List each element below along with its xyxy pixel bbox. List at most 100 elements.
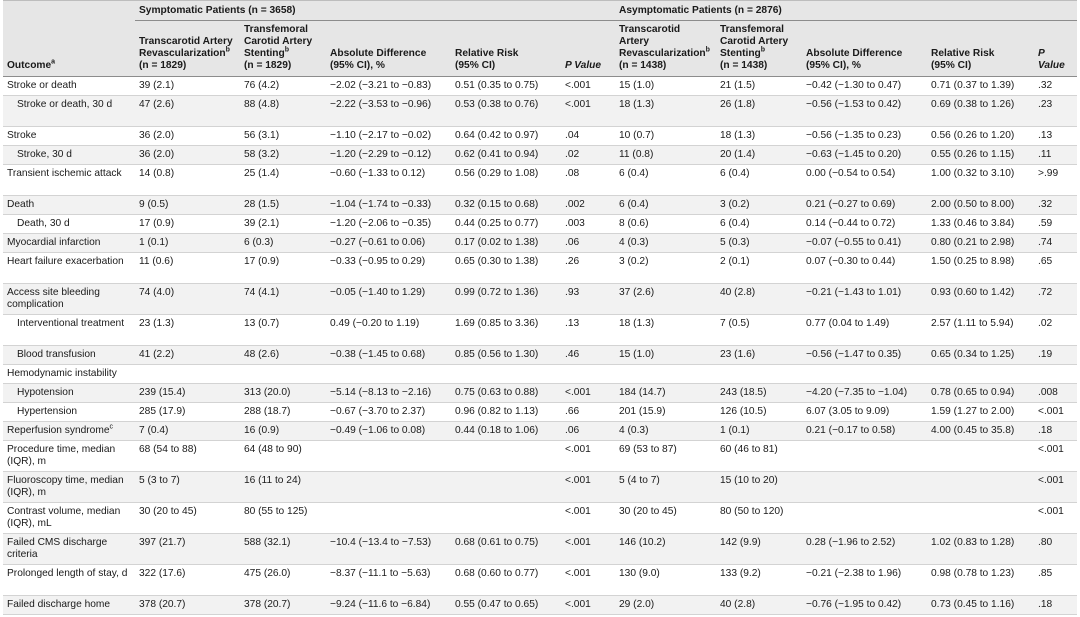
table-header: Symptomatic Patients (n = 3658) Asymptom… bbox=[3, 0, 1078, 77]
asym-abs-diff-cell: −0.63 (−1.45 to 0.20) bbox=[802, 145, 928, 165]
outcome-cell: Heart failure exacerbation bbox=[3, 252, 135, 284]
sym-abs-diff-cell: −10.4 (−13.4 to −7.53) bbox=[326, 533, 451, 565]
footnote-marker: b bbox=[225, 46, 230, 54]
sym-tcar-cell: 36 (2.0) bbox=[135, 126, 240, 146]
sym-p-value-cell: <.001 bbox=[561, 595, 612, 615]
sym-abs-diff-cell: −2.22 (−3.53 to −0.96) bbox=[326, 95, 451, 127]
asym-tfcas-cell: 126 (10.5) bbox=[716, 402, 803, 422]
asym-abs-diff-cell: −0.07 (−0.55 to 0.41) bbox=[802, 233, 928, 253]
footnote-marker: b bbox=[705, 46, 710, 54]
col-header-text: Transfemoral bbox=[244, 24, 308, 35]
asym-tcar-cell bbox=[611, 364, 717, 384]
sym-abs-diff-cell: −0.38 (−1.45 to 0.68) bbox=[326, 345, 451, 365]
outcome-cell: Stroke or death bbox=[3, 76, 135, 96]
sym-tfcas-cell: 288 (18.7) bbox=[240, 402, 326, 422]
asym-tfcas-cell: 5 (0.3) bbox=[716, 233, 803, 253]
asym-p-value-cell: >.99 bbox=[1034, 164, 1078, 196]
col-header-text: Revascularization bbox=[139, 48, 226, 59]
outcome-label: Stroke, 30 d bbox=[17, 149, 72, 160]
outcome-label: Procedure time, median (IQR), m bbox=[7, 444, 116, 467]
sym-tcar-cell: 41 (2.2) bbox=[135, 345, 240, 365]
sym-tcar-cell bbox=[135, 364, 240, 384]
table-body: Stroke or death 39 (2.1) 76 (4.2) −2.02 (−3… bbox=[3, 76, 1078, 615]
sym-tfcas-cell: 48 (2.6) bbox=[240, 345, 326, 365]
table-row: Blood transfusion 41 (2.2) 48 (2.6) −0.38 (… bbox=[3, 345, 1078, 365]
sym-p-value-cell: <.001 bbox=[561, 76, 612, 96]
asym-tfcas-cell: 7 (0.5) bbox=[716, 314, 803, 346]
col-header-text: Transcarotid Artery bbox=[619, 24, 681, 47]
sym-tcar-cell: 74 (4.0) bbox=[135, 283, 240, 315]
outcome-cell: Blood transfusion bbox=[3, 345, 135, 365]
col-header-text: Relative Risk bbox=[455, 48, 519, 59]
table-row: Stroke 36 (2.0) 56 (3.1) −1.10 (−2.17 to −0… bbox=[3, 126, 1078, 146]
col-header-text: (95% CI) bbox=[455, 60, 496, 71]
col-header-sym-p: P Value bbox=[561, 20, 612, 77]
table-row: Stroke, 30 d 36 (2.0) 58 (3.2) −1.20 (−2.29… bbox=[3, 145, 1078, 165]
asym-rr-cell: 0.55 (0.26 to 1.15) bbox=[927, 145, 1035, 165]
sym-tfcas-cell: 28 (1.5) bbox=[240, 195, 326, 215]
asym-rr-cell bbox=[927, 364, 1035, 384]
sym-abs-diff-cell bbox=[326, 471, 451, 503]
sym-rr-cell: 0.44 (0.18 to 1.06) bbox=[451, 421, 561, 441]
outcome-label: Access site bleeding complication bbox=[7, 287, 100, 310]
asym-p-value-cell: .23 bbox=[1034, 95, 1078, 127]
sym-p-value-cell: .06 bbox=[561, 233, 612, 253]
table-row: Myocardial infarction 1 (0.1) 6 (0.3) −0.27… bbox=[3, 233, 1078, 253]
table-row: Failed discharge home 378 (20.7) 378 (20.7… bbox=[3, 595, 1078, 615]
sym-rr-cell: 0.65 (0.30 to 1.38) bbox=[451, 252, 561, 284]
col-header-sym-tfcas: Transfemoral Carotid Artery Stentingb (n = … bbox=[240, 20, 326, 77]
asym-p-value-cell: .65 bbox=[1034, 252, 1078, 284]
outcome-label: Hemodynamic instability bbox=[7, 368, 117, 379]
asym-p-value-cell: <.001 bbox=[1034, 440, 1078, 472]
sym-tcar-cell: 378 (20.7) bbox=[135, 595, 240, 615]
asym-p-value-cell: <.001 bbox=[1034, 402, 1078, 422]
asym-tcar-cell: 146 (10.2) bbox=[611, 533, 717, 565]
table-row: Reperfusion syndromec 7 (0.4) 16 (0.9) −0.4… bbox=[3, 421, 1078, 441]
sym-p-value-cell bbox=[561, 364, 612, 384]
asym-abs-diff-cell: 0.21 (−0.17 to 0.58) bbox=[802, 421, 928, 441]
sym-tfcas-cell: 39 (2.1) bbox=[240, 214, 326, 234]
asym-tcar-cell: 18 (1.3) bbox=[611, 314, 717, 346]
asym-rr-cell: 1.02 (0.83 to 1.28) bbox=[927, 533, 1035, 565]
sym-abs-diff-cell bbox=[326, 364, 451, 384]
sym-rr-cell: 0.17 (0.02 to 1.38) bbox=[451, 233, 561, 253]
col-header-sym-tcar: Transcarotid Artery Revascularizationb (n … bbox=[135, 20, 240, 77]
asym-abs-diff-cell: −0.21 (−1.43 to 1.01) bbox=[802, 283, 928, 315]
asym-abs-diff-cell: 0.07 (−0.30 to 0.44) bbox=[802, 252, 928, 284]
col-header-text: Transfemoral bbox=[720, 24, 784, 35]
col-header-text: Revascularization bbox=[619, 48, 706, 59]
sym-rr-cell bbox=[451, 471, 561, 503]
footnote-marker: a bbox=[51, 58, 56, 66]
asym-abs-diff-cell bbox=[802, 364, 928, 384]
asym-abs-diff-cell: 0.28 (−1.96 to 2.52) bbox=[802, 533, 928, 565]
asym-abs-diff-cell: −0.56 (−1.35 to 0.23) bbox=[802, 126, 928, 146]
sym-abs-diff-cell: −1.04 (−1.74 to −0.33) bbox=[326, 195, 451, 215]
sym-abs-diff-cell bbox=[326, 502, 451, 534]
asym-tfcas-cell: 80 (50 to 120) bbox=[716, 502, 803, 534]
asym-p-value-cell: .008 bbox=[1034, 383, 1078, 403]
sym-tfcas-cell: 76 (4.2) bbox=[240, 76, 326, 96]
col-header-n: (n = 1438) bbox=[619, 60, 667, 71]
table-row: Death, 30 d 17 (0.9) 39 (2.1) −1.20 (−2.06 … bbox=[3, 214, 1078, 234]
asym-p-value-cell: .59 bbox=[1034, 214, 1078, 234]
col-header-text: Carotid Artery bbox=[720, 36, 789, 47]
table-row: Fluoroscopy time, median (IQR), m 5 (3 to… bbox=[3, 471, 1078, 503]
asym-tcar-cell: 15 (1.0) bbox=[611, 76, 717, 96]
outcome-label: Reperfusion syndrome bbox=[7, 425, 110, 436]
col-header-asym-p: P Value bbox=[1034, 20, 1078, 77]
sym-abs-diff-cell: −0.05 (−1.40 to 1.29) bbox=[326, 283, 451, 315]
asym-rr-cell bbox=[927, 471, 1035, 503]
asym-tfcas-cell: 18 (1.3) bbox=[716, 126, 803, 146]
sym-tcar-cell: 9 (0.5) bbox=[135, 195, 240, 215]
asym-tfcas-cell: 2 (0.1) bbox=[716, 252, 803, 284]
sym-rr-cell bbox=[451, 440, 561, 472]
outcome-label: Stroke or death bbox=[7, 80, 77, 91]
sym-p-value-cell: <.001 bbox=[561, 502, 612, 534]
sym-rr-cell: 0.51 (0.35 to 0.75) bbox=[451, 76, 561, 96]
sym-rr-cell: 1.69 (0.85 to 3.36) bbox=[451, 314, 561, 346]
sym-tcar-cell: 36 (2.0) bbox=[135, 145, 240, 165]
asym-tcar-cell: 30 (20 to 45) bbox=[611, 502, 717, 534]
outcome-cell: Interventional treatment bbox=[3, 314, 135, 346]
sym-rr-cell bbox=[451, 502, 561, 534]
